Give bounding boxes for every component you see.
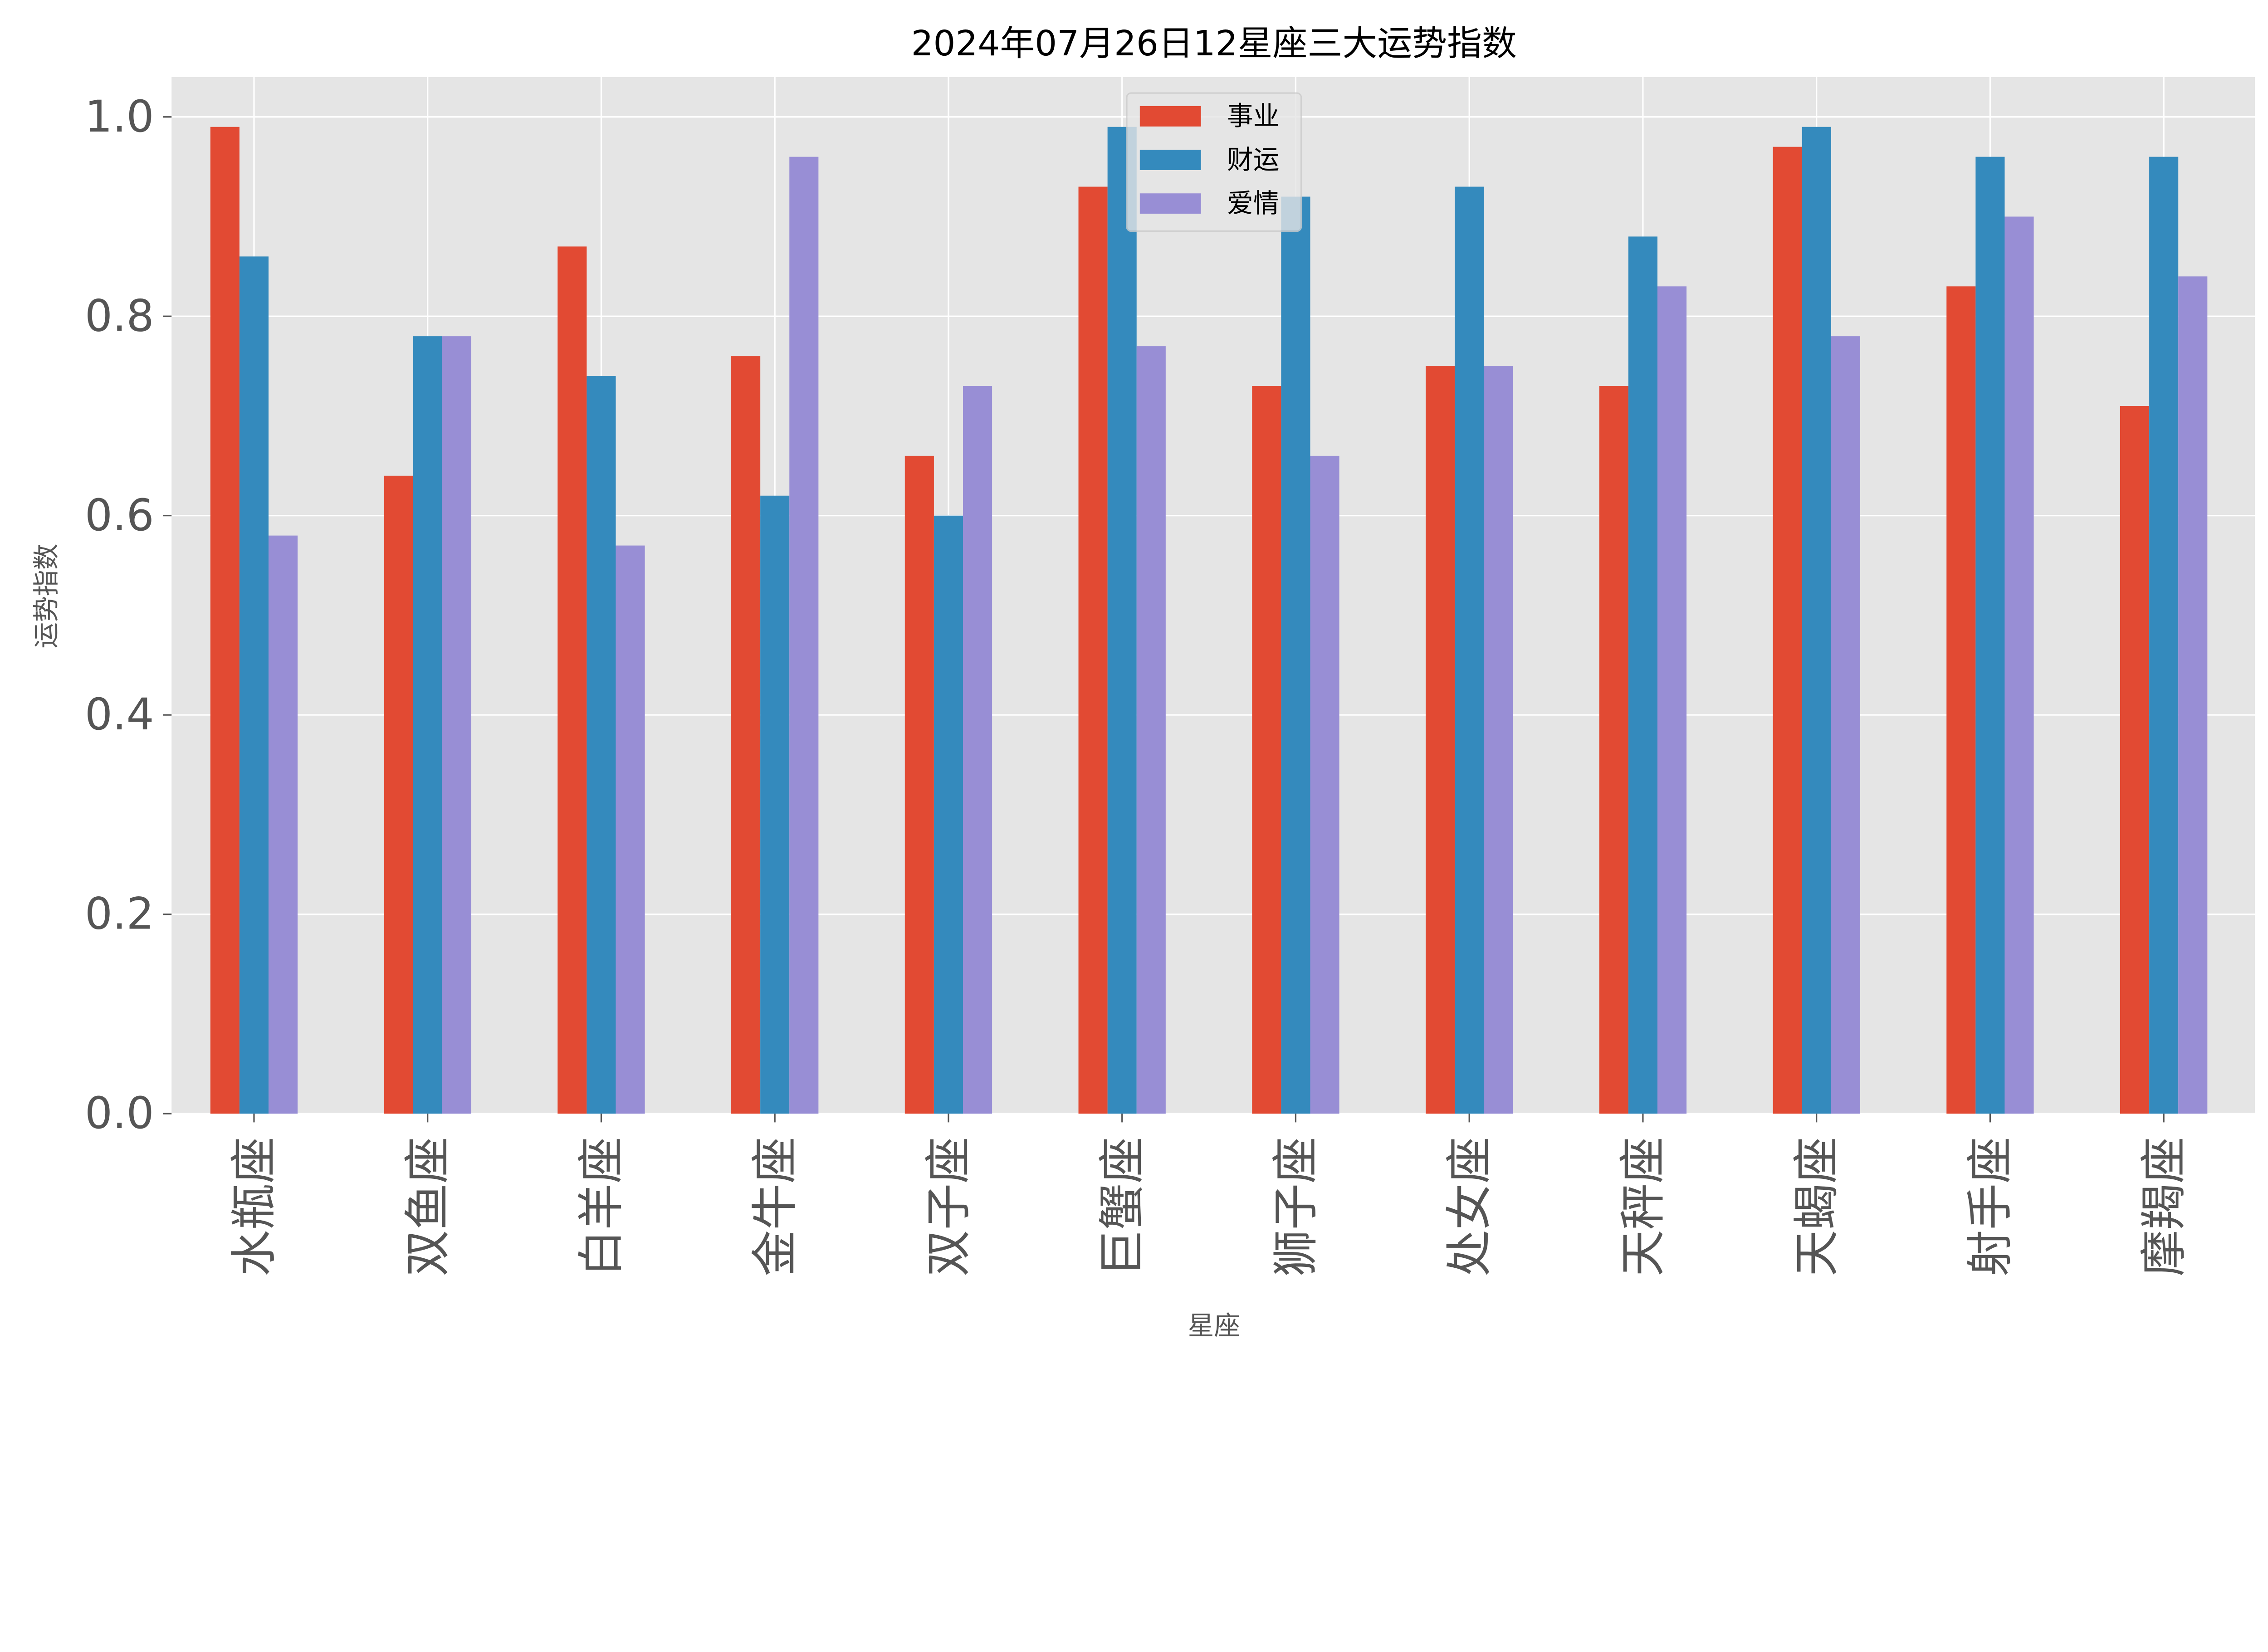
bar-1-白羊座 [557, 246, 587, 1114]
bar-2-摩羯座 [2149, 156, 2179, 1114]
x-tick-label: 金牛座 [748, 1137, 802, 1276]
bar-3-金牛座 [789, 156, 819, 1114]
legend-label: 财运 [1227, 144, 1279, 175]
bar-2-天蝎座 [1802, 127, 1831, 1114]
bar-1-巨蟹座 [1078, 186, 1108, 1114]
bars [210, 127, 2208, 1114]
bar-3-白羊座 [616, 545, 645, 1114]
x-tick-label: 水瓶座 [227, 1137, 281, 1276]
x-tick-label: 巨蟹座 [1095, 1137, 1149, 1276]
legend-swatch [1139, 193, 1201, 214]
bar-1-狮子座 [1252, 386, 1281, 1114]
bar-3-双鱼座 [442, 336, 471, 1114]
bar-1-双子座 [904, 455, 934, 1114]
x-tick-label: 射手座 [1964, 1137, 2018, 1276]
bar-3-处女座 [1484, 366, 1513, 1114]
x-tick-label: 摩羯座 [2137, 1137, 2191, 1276]
bar-1-水瓶座 [210, 127, 240, 1114]
y-tick-label: 0.0 [85, 1088, 154, 1139]
bar-2-水瓶座 [239, 256, 269, 1114]
y-tick-label: 1.0 [85, 91, 154, 142]
x-tick-label: 天蝎座 [1790, 1137, 1844, 1276]
x-tick-label: 双子座 [922, 1137, 976, 1276]
bar-1-天秤座 [1599, 386, 1628, 1114]
x-tick-label: 双鱼座 [401, 1137, 455, 1276]
bar-1-射手座 [1946, 286, 1976, 1114]
bar-2-金牛座 [760, 495, 790, 1114]
bar-3-双子座 [963, 386, 992, 1114]
bar-2-巨蟹座 [1107, 127, 1137, 1114]
legend-label: 爱情 [1227, 188, 1279, 219]
y-tick-label: 0.4 [85, 689, 154, 740]
bar-2-白羊座 [587, 376, 616, 1114]
legend-swatch [1139, 150, 1201, 170]
bar-2-狮子座 [1281, 196, 1310, 1114]
bar-1-处女座 [1426, 366, 1455, 1114]
y-tick-label: 0.8 [85, 290, 154, 341]
bar-3-天蝎座 [1831, 336, 1860, 1114]
bar-3-射手座 [2004, 216, 2034, 1114]
legend-swatch [1139, 106, 1201, 127]
legend-label: 事业 [1227, 101, 1279, 132]
bar-chart: 0.0 0.2 0.4 0.6 0.8 1.0 水瓶座 双鱼座 白羊座 金牛座 双子座 巨蟹座 狮子座… [30, 23, 2255, 1341]
bar-1-摩羯座 [2120, 406, 2150, 1114]
bar-1-双鱼座 [384, 475, 413, 1114]
bar-2-双鱼座 [413, 336, 442, 1114]
plot-area [171, 77, 2255, 1114]
y-axis-label: 运势指数 [31, 544, 62, 649]
bar-2-处女座 [1455, 186, 1484, 1114]
y-tick-label: 0.6 [85, 490, 154, 541]
x-tick-label: 天秤座 [1616, 1137, 1670, 1276]
bar-2-双子座 [934, 515, 963, 1114]
x-tick-label: 狮子座 [1269, 1137, 1323, 1276]
y-tick-label: 0.2 [85, 889, 154, 939]
x-tick-label: 处女座 [1442, 1137, 1496, 1276]
bar-3-水瓶座 [269, 535, 298, 1114]
x-axis-label: 星座 [1188, 1310, 1240, 1341]
y-axis: 0.0 0.2 0.4 0.6 0.8 1.0 [85, 91, 172, 1139]
bar-1-天蝎座 [1773, 147, 1802, 1114]
x-axis: 水瓶座 双鱼座 白羊座 金牛座 双子座 巨蟹座 狮子座 处女座 天秤座 天蝎座 射手座 摩羯座 [227, 1114, 2191, 1276]
x-tick-label: 白羊座 [575, 1137, 629, 1276]
bar-1-金牛座 [731, 356, 761, 1114]
bar-2-射手座 [1975, 156, 2005, 1114]
chart-title: 2024年07月26日12星座三大运势指数 [911, 24, 1517, 64]
bar-3-摩羯座 [2178, 276, 2208, 1114]
bar-3-巨蟹座 [1136, 346, 1166, 1114]
bar-3-天秤座 [1657, 286, 1687, 1114]
bar-2-天秤座 [1628, 236, 1657, 1114]
bar-3-狮子座 [1310, 455, 1339, 1114]
